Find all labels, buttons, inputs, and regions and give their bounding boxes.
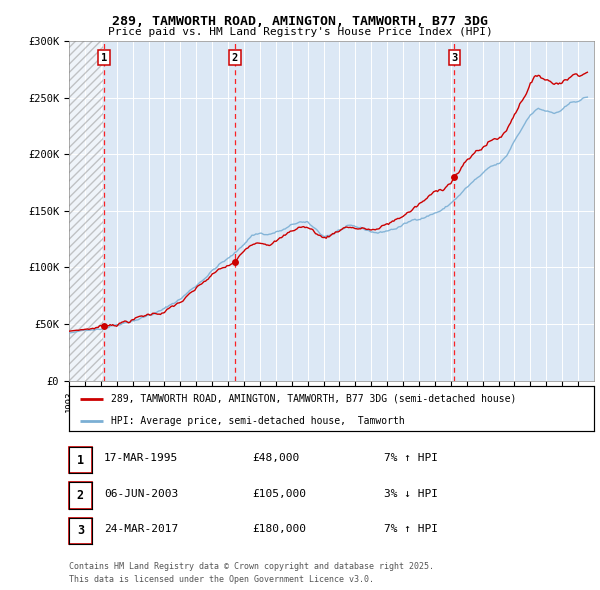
- Text: £180,000: £180,000: [252, 525, 306, 534]
- Text: 1: 1: [101, 53, 107, 63]
- Text: 06-JUN-2003: 06-JUN-2003: [104, 489, 178, 499]
- Text: 24-MAR-2017: 24-MAR-2017: [104, 525, 178, 534]
- Text: This data is licensed under the Open Government Licence v3.0.: This data is licensed under the Open Gov…: [69, 575, 374, 584]
- Text: 289, TAMWORTH ROAD, AMINGTON, TAMWORTH, B77 3DG (semi-detached house): 289, TAMWORTH ROAD, AMINGTON, TAMWORTH, …: [111, 394, 517, 404]
- Text: 3: 3: [451, 53, 458, 63]
- Text: HPI: Average price, semi-detached house,  Tamworth: HPI: Average price, semi-detached house,…: [111, 416, 405, 426]
- Text: 7% ↑ HPI: 7% ↑ HPI: [384, 525, 438, 534]
- Text: 3: 3: [77, 525, 84, 537]
- Text: 289, TAMWORTH ROAD, AMINGTON, TAMWORTH, B77 3DG: 289, TAMWORTH ROAD, AMINGTON, TAMWORTH, …: [112, 15, 488, 28]
- Text: 17-MAR-1995: 17-MAR-1995: [104, 454, 178, 463]
- Text: 3% ↓ HPI: 3% ↓ HPI: [384, 489, 438, 499]
- Text: 2: 2: [232, 53, 238, 63]
- Text: Contains HM Land Registry data © Crown copyright and database right 2025.: Contains HM Land Registry data © Crown c…: [69, 562, 434, 571]
- Text: 7% ↑ HPI: 7% ↑ HPI: [384, 454, 438, 463]
- Text: 2: 2: [77, 489, 84, 502]
- Text: £48,000: £48,000: [252, 454, 299, 463]
- Text: Price paid vs. HM Land Registry's House Price Index (HPI): Price paid vs. HM Land Registry's House …: [107, 27, 493, 37]
- Text: £105,000: £105,000: [252, 489, 306, 499]
- Text: 1: 1: [77, 454, 84, 467]
